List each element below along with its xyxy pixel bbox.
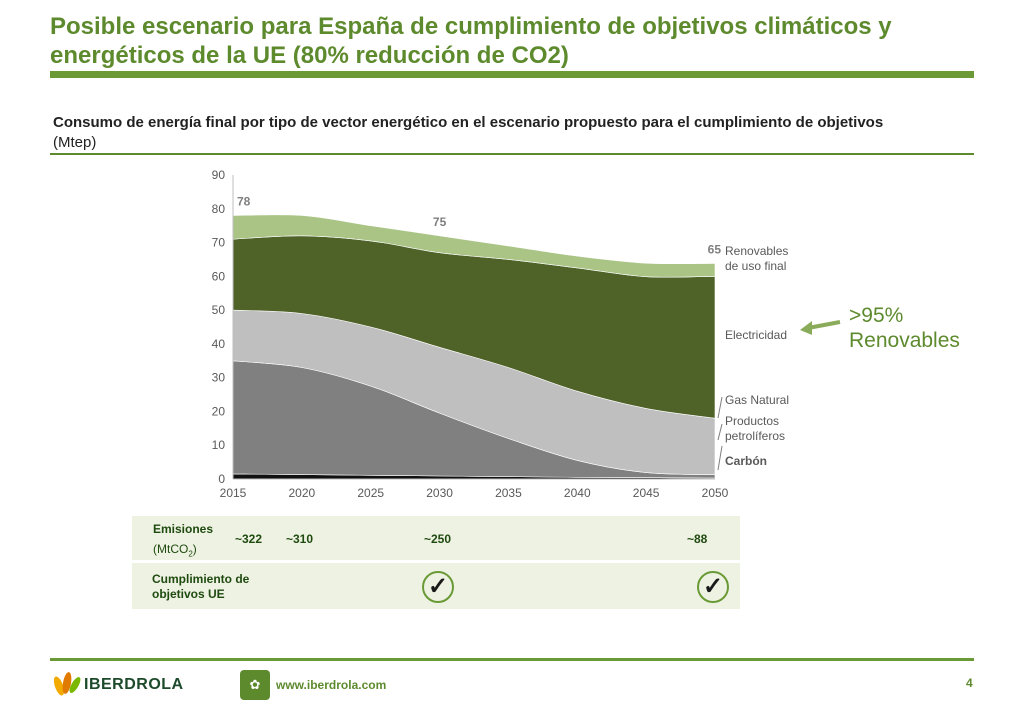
total-label-2030: 75 [433, 215, 447, 229]
x-axis: 2015 2020 2025 2030 2035 2040 2045 2050 [220, 478, 729, 500]
chart-subtitle: Consumo de energía final por tipo de vec… [53, 114, 884, 131]
legend-connector-2 [717, 445, 723, 471]
check-2030-icon: ✓ [422, 571, 454, 603]
emission-value-2030: ~250 [424, 532, 452, 546]
x-tick-label: 2035 [495, 486, 522, 500]
y-tick-label: 60 [212, 269, 226, 283]
page-title: Posible escenario para España de cumplim… [50, 13, 892, 69]
legend-connector-1 [717, 423, 723, 441]
iberdrola-leaves-icon [53, 672, 81, 696]
title-rule [50, 71, 974, 78]
website-link[interactable]: www.iberdrola.com [276, 678, 387, 692]
y-tick-label: 30 [212, 371, 226, 385]
emissions-row [132, 516, 740, 560]
legend-carbon: Carbón [725, 454, 767, 468]
legend-renovables: Renovables de uso final [725, 244, 788, 274]
y-tick-label: 90 [212, 168, 226, 182]
y-tick-label: 10 [212, 438, 226, 452]
callout-line2: Renovables [849, 329, 960, 352]
legend-connectors [717, 396, 723, 471]
legend-renovables-line2: de uso final [725, 259, 787, 273]
subtitle-rule [50, 153, 974, 155]
y-tick-label: 40 [212, 337, 226, 351]
legend-petroliferos-line1: Productos [725, 414, 780, 428]
x-tick-label: 2025 [357, 486, 384, 500]
y-tick-label: 0 [218, 472, 225, 486]
x-tick-label: 2030 [426, 486, 453, 500]
x-tick-label: 2040 [564, 486, 591, 500]
legend-petroliferos: Productos petrolíferos [725, 414, 785, 444]
y-axis: 0 10 20 30 40 50 60 70 80 90 [212, 168, 234, 486]
callout-arrowhead-icon [800, 321, 812, 335]
callout-line1: >95% [849, 304, 904, 327]
emission-value-2020: ~310 [286, 532, 314, 546]
compliance-label: Cumplimiento de objetivos UE [152, 572, 249, 602]
x-tick-label: 2045 [633, 486, 660, 500]
emissions-unit-subscript: 2 [188, 549, 193, 559]
emissions-label: Emisiones [153, 522, 214, 536]
x-tick-label: 2015 [220, 486, 247, 500]
legend-renovables-line1: Renovables [725, 244, 789, 258]
web-leaf-icon: ✿ [240, 670, 270, 700]
y-tick-label: 80 [212, 202, 226, 216]
total-label-2015: 78 [237, 195, 251, 209]
y-tick-label: 20 [212, 404, 226, 418]
compliance-line1: Cumplimiento de [152, 572, 250, 586]
emission-value-2050: ~88 [687, 532, 708, 546]
callout-arrow-icon [807, 320, 841, 330]
x-tick-label: 2050 [702, 486, 729, 500]
legend-petroliferos-line2: petrolíferos [725, 429, 786, 443]
legend-electricidad: Electricidad [725, 328, 788, 342]
y-tick-label: 50 [212, 303, 226, 317]
page-number: 4 [966, 676, 973, 690]
y-tick-label: 70 [212, 236, 226, 250]
check-2050-icon: ✓ [697, 571, 729, 603]
brand-name: IBERDROLA [84, 676, 184, 693]
legend-gas: Gas Natural [725, 393, 790, 407]
total-labels: 78 75 65 [237, 195, 721, 257]
compliance-line2: objetivos UE [152, 587, 225, 601]
emissions-unit-close: ) [192, 542, 197, 556]
chart-areas [232, 214, 716, 480]
chart-unit: (Mtep) [53, 134, 97, 151]
x-tick-label: 2020 [289, 486, 316, 500]
emission-value-2015: ~322 [235, 532, 263, 546]
footer-rule [50, 658, 974, 661]
total-label-2050: 65 [708, 242, 722, 256]
renewables-callout: >95% Renovables [849, 303, 960, 353]
area-renovables-de-uso-final [232, 214, 716, 278]
iberdrola-logo[interactable]: IBERDROLA [50, 668, 185, 700]
emissions-unit-text: (MtCO [153, 542, 189, 556]
emissions-unit: (MtCO2) [153, 542, 197, 558]
legend-connector-0 [717, 396, 723, 419]
